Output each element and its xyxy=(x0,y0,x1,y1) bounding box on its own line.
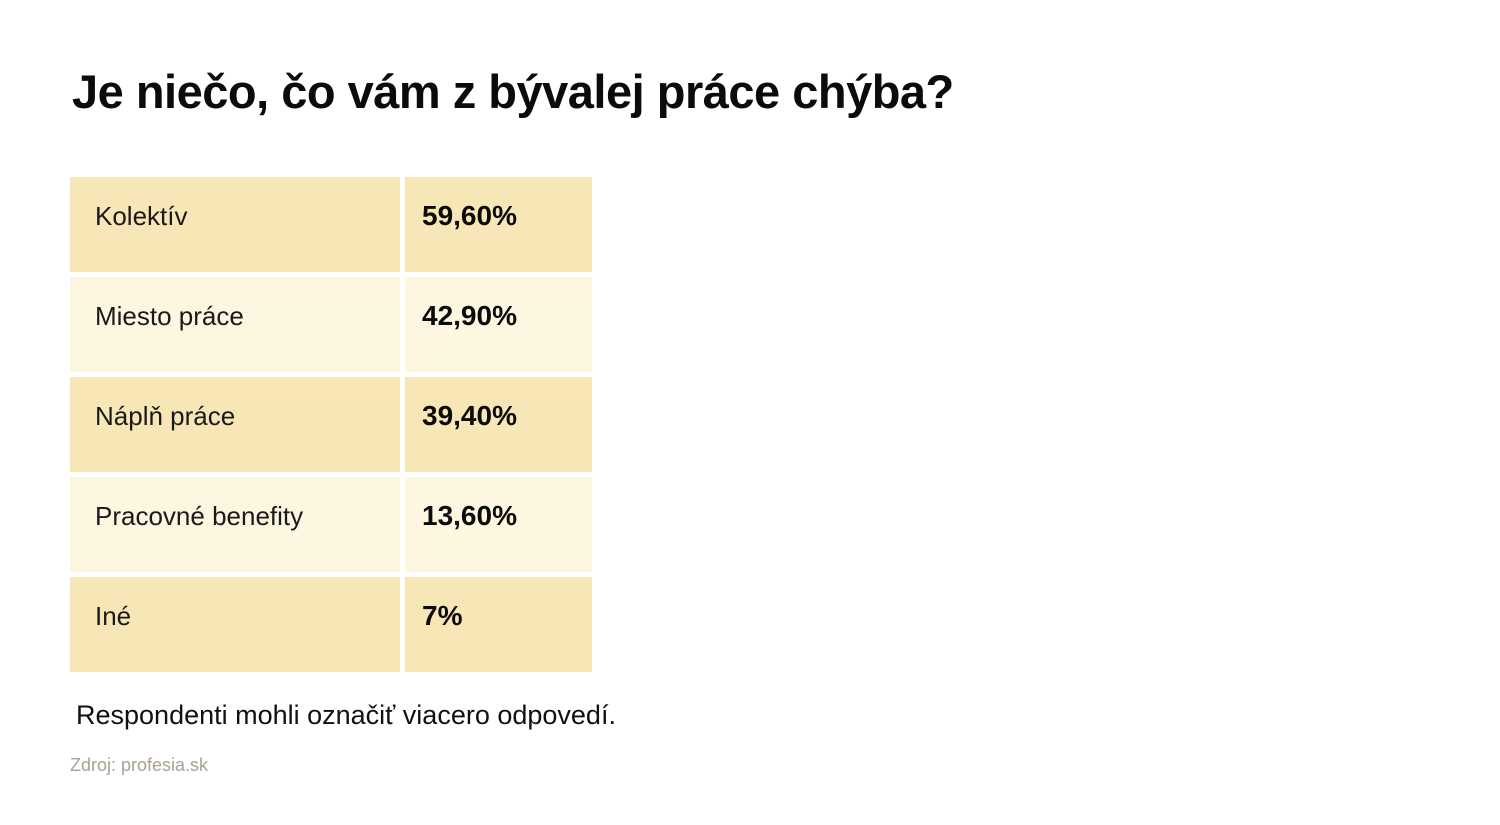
table-row-value: 42,90% xyxy=(405,277,592,372)
table-row-label: Náplň práce xyxy=(70,377,400,472)
source-credit: Zdroj: profesia.sk xyxy=(70,755,209,775)
table-row-value: 13,60% xyxy=(405,477,592,572)
table-row-label: Miesto práce xyxy=(70,277,400,372)
table-row-value: 59,60% xyxy=(405,177,592,272)
page-title: Je niečo, čo vám z bývalej práce chýba? xyxy=(72,65,954,118)
footnote: Respondenti mohli označiť viacero odpove… xyxy=(76,700,616,730)
table-row-value: 39,40% xyxy=(405,377,592,472)
table-row-label: Kolektív xyxy=(70,177,400,272)
table-row-label: Pracovné benefity xyxy=(70,477,400,572)
table-row-label: Iné xyxy=(70,577,400,672)
table-row-value: 7% xyxy=(405,577,592,672)
results-table: Kolektív 59,60% Miesto práce 42,90% Nápl… xyxy=(70,177,592,672)
